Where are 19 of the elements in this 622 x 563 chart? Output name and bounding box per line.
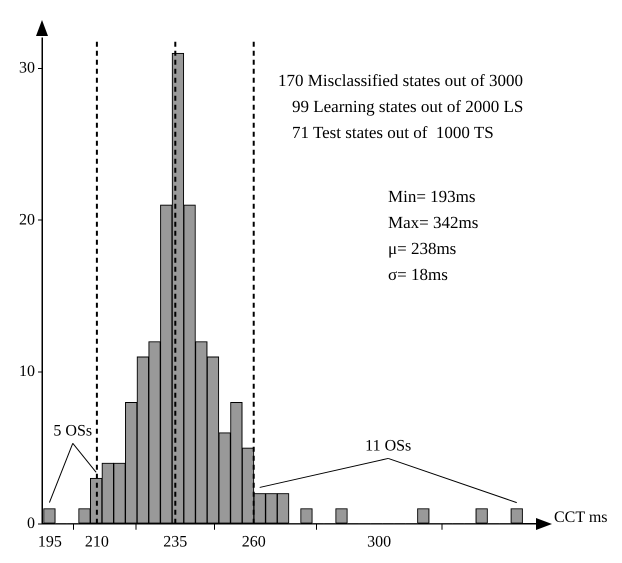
y-tick-label: 20 [19,211,35,228]
annotation: Min= 193ms [388,186,477,208]
x-tick-label: 210 [84,534,109,551]
y-tick-label: 10 [19,363,35,380]
annotation: 71 Test states out of 1000 TS [292,122,495,144]
annotation: Max= 342ms [388,212,480,234]
annotation: 170 Misclassified states out of 3000 [278,70,524,92]
annotation: 11 OSs [365,438,412,455]
annotation: σ= 18ms [388,264,449,286]
annotation: μ= 238ms [388,238,458,260]
y-tick-label: 30 [19,60,35,77]
x-axis-title: CCT ms [554,509,608,526]
annotation: 99 Learning states out of 2000 LS [292,96,524,118]
x-tick-label: 300 [367,534,392,551]
x-tick-label: 235 [163,534,188,551]
annotation: 5 OSs [53,422,92,440]
x-tick-label: 260 [242,534,266,551]
y-tick-label: 0 [27,515,35,532]
x-tick-label: 195 [38,534,62,551]
